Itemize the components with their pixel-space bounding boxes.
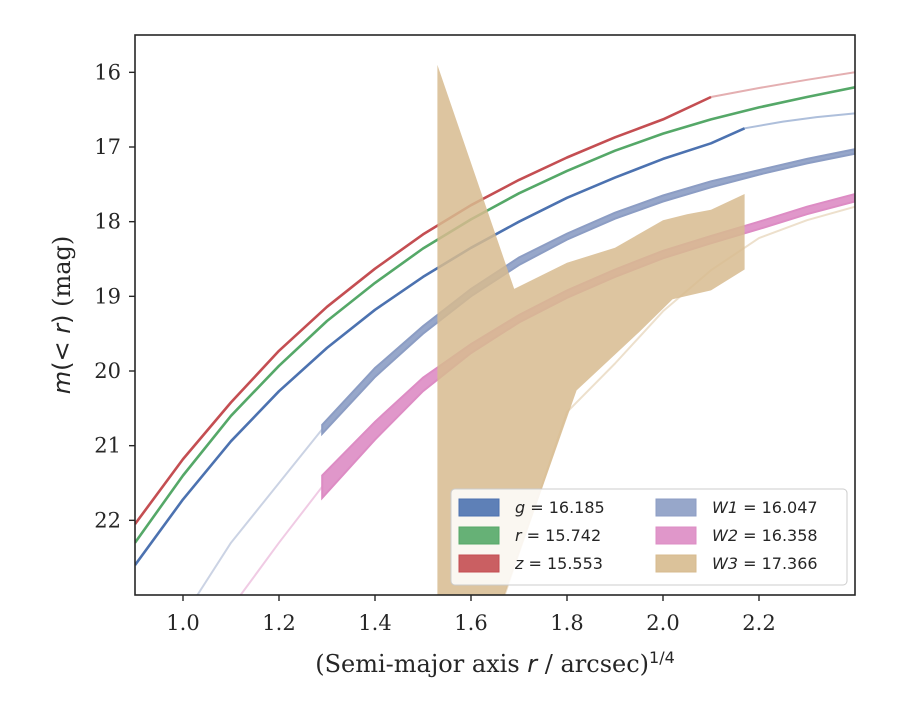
series-z-extrapolated-line bbox=[710, 71, 855, 98]
y-tick-label: 19 bbox=[94, 284, 121, 308]
y-tick-label: 20 bbox=[94, 359, 121, 383]
legend-item-g-swatch bbox=[458, 498, 500, 517]
legend-item-r-swatch bbox=[458, 526, 500, 545]
series-w3 bbox=[437, 64, 855, 595]
series-r bbox=[135, 86, 855, 544]
legend-item-w3-label: W3 = 17.366 bbox=[712, 554, 818, 573]
series-w1-extrapolated-line bbox=[196, 428, 323, 595]
legend-item-w3: W3 = 17.366 bbox=[655, 554, 818, 573]
x-axis-label: (Semi-major axis r / arcsec)1/4 bbox=[315, 648, 675, 679]
legend-item-w2: W2 = 16.358 bbox=[655, 526, 818, 545]
legend-item-w2-label: W2 = 16.358 bbox=[712, 526, 818, 545]
series-r-curve bbox=[135, 86, 855, 544]
x-tick-label: 2.2 bbox=[742, 611, 775, 635]
legend-item-z-label: z = 15.553 bbox=[514, 554, 603, 573]
y-tick-label: 21 bbox=[94, 434, 121, 458]
series-z-curve bbox=[135, 95, 712, 525]
x-tick-label: 1.0 bbox=[166, 611, 199, 635]
series-w3-uncertainty-band bbox=[437, 64, 745, 595]
legend-item-w1-swatch bbox=[655, 498, 697, 517]
legend-item-w3-swatch bbox=[655, 554, 697, 573]
y-tick-label: 18 bbox=[94, 210, 121, 234]
x-tick-label: 1.4 bbox=[358, 611, 391, 635]
legend-item-w1: W1 = 16.047 bbox=[655, 498, 818, 517]
legend-item-g: g = 16.185 bbox=[458, 498, 605, 517]
x-tick-label: 2.0 bbox=[646, 611, 679, 635]
series-g-extrapolated-line bbox=[744, 112, 855, 130]
legend-frame bbox=[450, 488, 848, 586]
legend-item-z-swatch bbox=[458, 554, 500, 573]
legend-item-z: z = 15.553 bbox=[458, 554, 603, 573]
series-w2-extrapolated-line bbox=[239, 486, 323, 595]
y-tick-label: 17 bbox=[94, 135, 121, 159]
y-tick-label: 22 bbox=[94, 508, 121, 532]
y-axis: 16 17 18 19 20 21 22 bbox=[94, 60, 135, 532]
x-tick-label: 1.2 bbox=[262, 611, 295, 635]
x-tick-label: 1.6 bbox=[454, 611, 487, 635]
legend-items: g = 16.185 r = 15.742 z = 15.553 W1 = 16.04… bbox=[458, 498, 818, 573]
y-tick-label: 16 bbox=[94, 60, 121, 84]
legend-item-r: r = 15.742 bbox=[458, 526, 601, 545]
legend-item-w2-swatch bbox=[655, 526, 697, 545]
series-layer bbox=[135, 64, 855, 595]
legend-item-g-label: g = 16.185 bbox=[515, 498, 605, 517]
y-axis-label: m(< r) (mag) bbox=[48, 236, 76, 395]
plot-frame bbox=[134, 34, 856, 596]
x-tick-label: 1.8 bbox=[550, 611, 583, 635]
legend: g = 16.185 r = 15.742 z = 15.553 W1 = 16.04… bbox=[450, 488, 848, 586]
series-z bbox=[135, 71, 855, 525]
x-axis: 1.0 1.2 1.4 1.6 1.8 2.0 2.2 bbox=[166, 595, 776, 635]
legend-item-r-label: r = 15.742 bbox=[515, 526, 601, 545]
legend-item-w1-label: W1 = 16.047 bbox=[712, 498, 818, 517]
